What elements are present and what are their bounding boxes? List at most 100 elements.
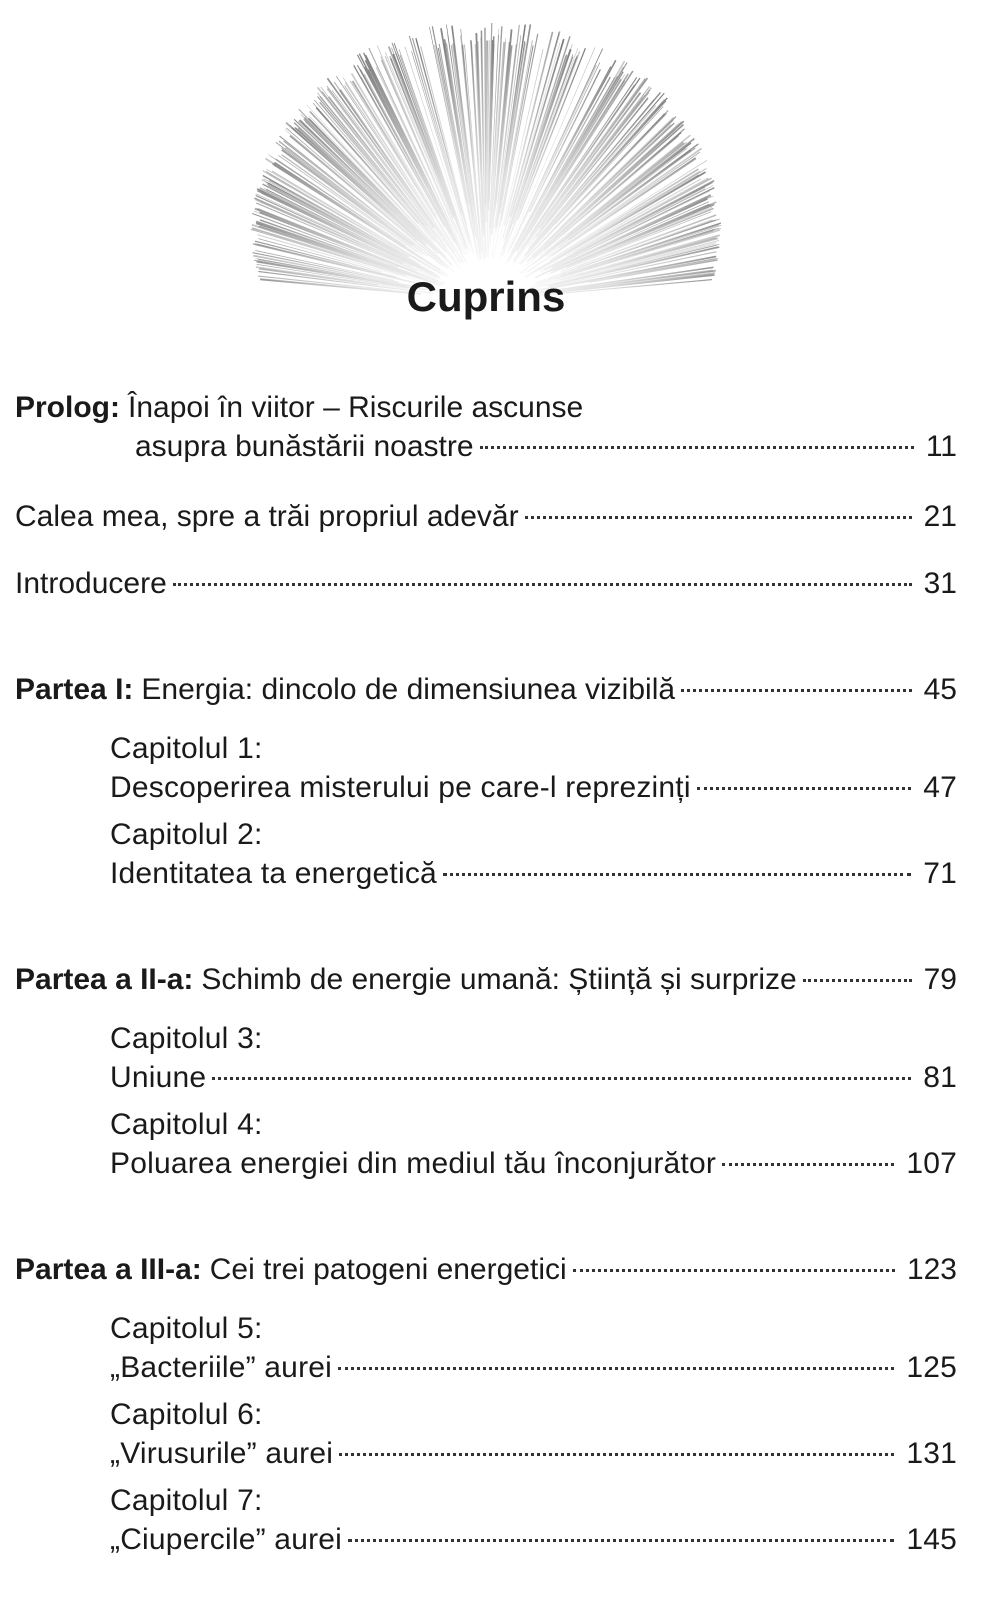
ray xyxy=(485,40,488,223)
part: Partea I: Energia: dincolo de dimensiunea… xyxy=(15,670,957,893)
label: Capitolul 2: xyxy=(110,818,263,851)
ray xyxy=(543,132,682,251)
ray xyxy=(308,115,431,243)
ray xyxy=(567,225,722,275)
ray xyxy=(538,92,642,229)
label: Capitolul 1: xyxy=(110,732,263,765)
ray xyxy=(558,195,714,267)
page-number: 107 xyxy=(906,1147,957,1180)
leader xyxy=(524,516,912,519)
page-number: 131 xyxy=(906,1437,957,1470)
ray xyxy=(395,52,466,243)
page-number: 71 xyxy=(923,857,957,890)
ray xyxy=(306,104,451,261)
ray xyxy=(523,92,665,256)
ray xyxy=(411,37,463,214)
ray xyxy=(549,246,719,287)
ray xyxy=(509,38,565,218)
ray xyxy=(335,75,462,264)
ray xyxy=(527,113,667,258)
ray xyxy=(279,135,444,267)
ray xyxy=(516,47,586,221)
page-number: 47 xyxy=(923,771,957,804)
ray xyxy=(464,44,481,234)
ray xyxy=(589,259,718,283)
ray xyxy=(579,239,720,277)
ray xyxy=(393,43,459,223)
ray xyxy=(552,187,715,268)
leader xyxy=(442,873,912,876)
entry: Calea mea, spre a trăi propriul adevăr 21 xyxy=(15,497,957,536)
ray xyxy=(529,266,714,295)
chapter: Capitolul 3: Uniune 81 xyxy=(15,1019,957,1097)
ray xyxy=(583,274,714,290)
ray xyxy=(278,140,414,245)
ray xyxy=(259,187,423,270)
line: Partea a III-a: Cei trei patogeni energet… xyxy=(15,1250,957,1289)
ray xyxy=(408,35,471,244)
ray xyxy=(360,56,441,213)
line: Capitolul 2: xyxy=(15,815,957,854)
ray xyxy=(289,124,455,272)
ray xyxy=(543,101,663,236)
ray xyxy=(266,183,406,258)
ray xyxy=(356,54,467,263)
text: Poluarea energiei din mediul tău înconju… xyxy=(110,1147,717,1180)
ray xyxy=(528,99,655,249)
label: Capitolul 4: xyxy=(110,1108,263,1141)
label: Capitolul 3: xyxy=(110,1022,263,1055)
ray xyxy=(261,192,436,277)
ray xyxy=(489,26,503,229)
line: „Virusurile” aurei 131 xyxy=(15,1434,957,1473)
chapter: Capitolul 6: „Virusurile” aurei 131 xyxy=(15,1395,957,1473)
ray xyxy=(450,45,474,206)
ray xyxy=(278,155,418,253)
ray xyxy=(506,59,576,244)
ray xyxy=(315,106,419,224)
ray xyxy=(320,86,425,221)
label: Partea I: xyxy=(15,673,134,706)
ray xyxy=(262,183,436,275)
text: „Virusurile” aurei xyxy=(110,1437,334,1470)
ray xyxy=(517,71,624,247)
page-number: 79 xyxy=(923,963,957,996)
ray xyxy=(326,88,448,248)
ray xyxy=(493,29,513,213)
ray xyxy=(510,62,601,249)
ray xyxy=(560,214,717,274)
ray xyxy=(495,24,526,228)
ray xyxy=(491,41,506,226)
text: Introducere xyxy=(15,567,167,600)
title: Cuprins xyxy=(406,273,566,320)
ray xyxy=(545,142,685,253)
ray xyxy=(317,96,426,227)
ray xyxy=(502,32,560,240)
ray xyxy=(527,158,697,273)
ray xyxy=(537,242,716,288)
ray xyxy=(488,36,495,201)
text: Identitatea ta energetică xyxy=(110,857,437,890)
chapter: Capitolul 5: „Bacteriile” aurei 125 xyxy=(15,1309,957,1387)
ray xyxy=(504,36,571,240)
ray xyxy=(486,40,490,203)
ray xyxy=(275,142,428,257)
ray xyxy=(254,208,387,262)
ray xyxy=(539,134,691,257)
ray xyxy=(353,65,445,227)
line: Capitolul 5: xyxy=(15,1309,957,1348)
ray xyxy=(532,123,684,260)
label: Capitolul 6: xyxy=(110,1398,263,1431)
label: Partea a II-a: xyxy=(15,963,194,996)
page-number: 31 xyxy=(923,567,957,600)
ray xyxy=(499,45,534,228)
ray xyxy=(507,66,624,264)
page-number: 21 xyxy=(923,500,957,533)
ray xyxy=(331,89,444,243)
ray xyxy=(384,55,468,255)
ray xyxy=(389,56,455,218)
ray xyxy=(500,33,539,221)
ray xyxy=(253,254,431,290)
ray xyxy=(559,116,675,229)
ray xyxy=(258,238,382,273)
ray xyxy=(550,157,697,257)
